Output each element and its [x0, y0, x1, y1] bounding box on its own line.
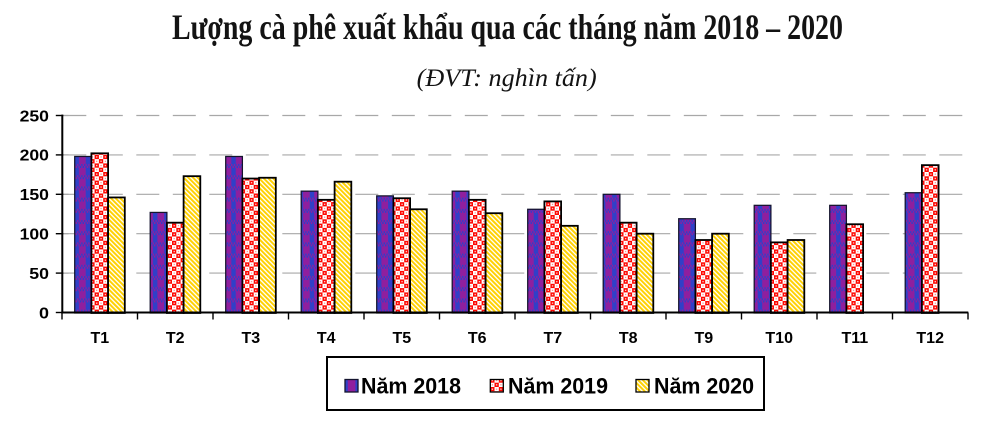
svg-text:T4: T4	[317, 330, 336, 347]
svg-text:T1: T1	[90, 330, 109, 347]
svg-text:Năm 2020: Năm 2020	[654, 374, 754, 399]
svg-text:T2: T2	[166, 330, 185, 347]
svg-text:250: 250	[20, 108, 50, 125]
svg-text:T7: T7	[543, 330, 562, 347]
svg-text:Năm 2018: Năm 2018	[361, 374, 461, 399]
svg-text:T3: T3	[241, 330, 260, 347]
svg-text:T10: T10	[765, 330, 793, 347]
svg-text:(ĐVT: nghìn tấn): (ĐVT: nghìn tấn)	[417, 65, 597, 92]
svg-text:T6: T6	[468, 330, 487, 347]
svg-text:T5: T5	[392, 330, 411, 347]
svg-text:Năm 2019: Năm 2019	[508, 374, 608, 399]
svg-text:200: 200	[20, 148, 50, 165]
svg-text:T8: T8	[619, 330, 638, 347]
svg-text:150: 150	[20, 187, 50, 204]
svg-text:0: 0	[39, 305, 49, 322]
svg-text:T9: T9	[694, 330, 713, 347]
svg-text:50: 50	[29, 266, 49, 283]
svg-text:100: 100	[20, 227, 50, 244]
svg-text:Lượng cà phê xuất khẩu qua các: Lượng cà phê xuất khẩu qua các tháng năm…	[172, 7, 843, 47]
svg-text:T12: T12	[916, 330, 944, 347]
svg-text:T11: T11	[841, 330, 868, 347]
